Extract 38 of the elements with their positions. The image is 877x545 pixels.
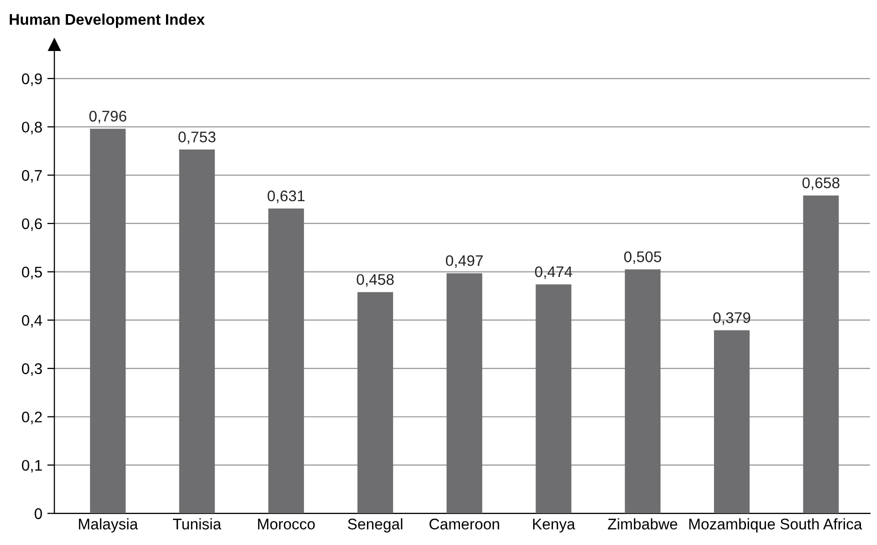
x-tick-label: Malaysia: [78, 518, 138, 532]
y-tick-label: 0,7: [22, 170, 42, 183]
x-tick-label: Zimbabwe: [608, 518, 678, 530]
y-tick-label: 0: [34, 508, 42, 520]
y-tick-label: 0,4: [22, 314, 42, 328]
chart-title: Human Development Index: [10, 14, 205, 28]
data-label: 0,505: [624, 251, 662, 264]
x-tick-label: Cameroon: [430, 518, 500, 530]
data-label: 0,497: [446, 255, 483, 268]
bar: [624, 269, 661, 514]
x-tick-label: Senegal: [348, 518, 402, 532]
bar: [357, 292, 394, 514]
y-tick-label: 0,5: [22, 266, 42, 280]
y-tick-label: 0,6: [22, 218, 42, 231]
bar: [179, 150, 215, 514]
data-label: 0,379: [713, 312, 750, 325]
x-tick-label: South Africa: [780, 518, 862, 530]
data-label: 0,796: [89, 110, 126, 124]
data-label: 0,658: [802, 177, 840, 190]
x-tick-label: Morocco: [258, 518, 315, 530]
y-tick-label: 0,1: [22, 460, 42, 473]
y-tick-label: 0,9: [22, 73, 42, 86]
x-tick-label: Tunisia: [173, 518, 222, 530]
x-tick-label: Kenya: [533, 518, 576, 532]
bar: [714, 330, 750, 514]
y-tick-label: 0,2: [22, 412, 42, 424]
bar: [90, 128, 126, 514]
x-tick-label: Mozambique: [689, 518, 775, 532]
data-label: 0,753: [178, 132, 216, 144]
bar: [536, 284, 572, 514]
y-tick-label: 0,3: [22, 363, 42, 376]
bar: [446, 273, 482, 514]
data-label: 0,631: [268, 190, 305, 204]
data-label: 0,474: [535, 266, 572, 279]
y-tick-label: 0,8: [22, 122, 42, 134]
bar: [803, 195, 839, 514]
data-label: 0,458: [356, 274, 394, 287]
bar: [268, 208, 304, 514]
